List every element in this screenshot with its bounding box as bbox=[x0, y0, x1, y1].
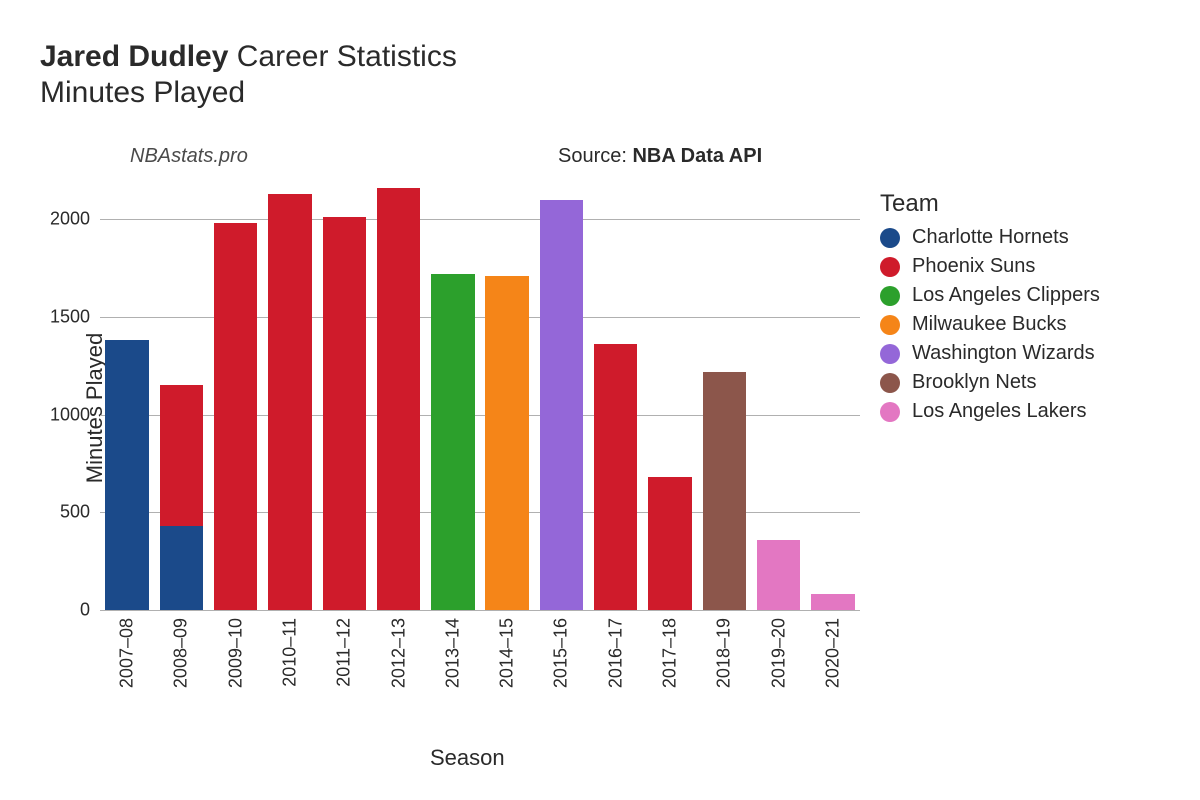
legend-item: Los Angeles Lakers bbox=[880, 400, 1100, 423]
legend-item: Charlotte Hornets bbox=[880, 226, 1100, 249]
bar: 2017–18 bbox=[648, 180, 691, 610]
x-tick-label: 2007–08 bbox=[117, 618, 138, 688]
bar: 2013–14 bbox=[431, 180, 474, 610]
source-name: NBA Data API bbox=[632, 145, 762, 167]
title-line-1: Jared Dudley Career Statistics bbox=[40, 40, 457, 74]
x-tick-label: 2014–15 bbox=[497, 618, 518, 688]
legend-label: Brooklyn Nets bbox=[912, 371, 1037, 394]
y-tick-label: 1500 bbox=[50, 306, 100, 327]
legend-swatch bbox=[880, 402, 900, 422]
credit-text: NBAstats.pro bbox=[130, 145, 248, 168]
x-tick-label: 2017–18 bbox=[659, 618, 680, 688]
bar-segment bbox=[757, 540, 800, 610]
bar: 2015–16 bbox=[540, 180, 583, 610]
x-tick-label: 2010–11 bbox=[279, 618, 300, 687]
bar-segment bbox=[540, 200, 583, 610]
bar-segment bbox=[160, 526, 203, 610]
x-tick-label: 2019–20 bbox=[768, 618, 789, 688]
legend-label: Charlotte Hornets bbox=[912, 226, 1069, 249]
bar-segment bbox=[268, 194, 311, 610]
x-tick-label: 2009–10 bbox=[225, 618, 246, 688]
legend-item: Phoenix Suns bbox=[880, 255, 1100, 278]
x-tick-label: 2011–12 bbox=[334, 618, 355, 687]
bar: 2009–10 bbox=[214, 180, 257, 610]
bar: 2011–12 bbox=[323, 180, 366, 610]
legend-item: Milwaukee Bucks bbox=[880, 313, 1100, 336]
bar: 2012–13 bbox=[377, 180, 420, 610]
bar-segment bbox=[105, 340, 148, 610]
bar: 2010–11 bbox=[268, 180, 311, 610]
bar-segment bbox=[594, 344, 637, 610]
x-axis-label: Season bbox=[430, 745, 505, 771]
x-tick-label: 2018–19 bbox=[714, 618, 735, 688]
title-suffix: Career Statistics bbox=[228, 40, 456, 73]
legend-swatch bbox=[880, 344, 900, 364]
legend-swatch bbox=[880, 228, 900, 248]
legend-swatch bbox=[880, 257, 900, 277]
bar: 2008–09 bbox=[160, 180, 203, 610]
bar-segment bbox=[431, 274, 474, 610]
bar-segment bbox=[323, 217, 366, 610]
legend-item: Washington Wizards bbox=[880, 342, 1100, 365]
x-tick-label: 2012–13 bbox=[388, 618, 409, 688]
y-tick-label: 1000 bbox=[50, 404, 100, 425]
chart-title: Jared Dudley Career Statistics Minutes P… bbox=[40, 40, 457, 110]
legend-item: Los Angeles Clippers bbox=[880, 284, 1100, 307]
legend-swatch bbox=[880, 286, 900, 306]
title-line-2: Minutes Played bbox=[40, 76, 457, 110]
bar: 2014–15 bbox=[485, 180, 528, 610]
bar-segment bbox=[160, 385, 203, 526]
y-tick-label: 0 bbox=[80, 600, 100, 621]
source-text: Source: NBA Data API bbox=[558, 145, 762, 168]
x-tick-label: 2016–17 bbox=[605, 618, 626, 688]
bar: 2018–19 bbox=[703, 180, 746, 610]
x-tick-label: 2013–14 bbox=[442, 618, 463, 688]
x-tick-label: 2020–21 bbox=[822, 618, 843, 688]
x-tick-label: 2008–09 bbox=[171, 618, 192, 688]
source-prefix: Source: bbox=[558, 145, 632, 167]
bar: 2016–17 bbox=[594, 180, 637, 610]
bar: 2019–20 bbox=[757, 180, 800, 610]
bar-segment bbox=[377, 188, 420, 610]
legend-item: Brooklyn Nets bbox=[880, 371, 1100, 394]
y-tick-label: 500 bbox=[60, 502, 100, 523]
legend-swatch bbox=[880, 373, 900, 393]
legend-swatch bbox=[880, 315, 900, 335]
legend-label: Washington Wizards bbox=[912, 342, 1095, 365]
legend-label: Los Angeles Lakers bbox=[912, 400, 1087, 423]
gridline bbox=[100, 610, 860, 611]
legend-title: Team bbox=[880, 190, 1100, 218]
bar-segment bbox=[703, 372, 746, 610]
x-tick-label: 2015–16 bbox=[551, 618, 572, 688]
bar-segment bbox=[485, 276, 528, 610]
bar: 2007–08 bbox=[105, 180, 148, 610]
legend-label: Phoenix Suns bbox=[912, 255, 1035, 278]
plot-area: 05001000150020002007–082008–092009–10201… bbox=[100, 180, 860, 610]
bar: 2020–21 bbox=[811, 180, 854, 610]
legend: Team Charlotte Hornets Phoenix Suns Los An… bbox=[880, 190, 1100, 429]
legend-label: Milwaukee Bucks bbox=[912, 313, 1067, 336]
legend-label: Los Angeles Clippers bbox=[912, 284, 1100, 307]
bar-segment bbox=[648, 477, 691, 610]
bar-segment bbox=[214, 223, 257, 610]
y-tick-label: 2000 bbox=[50, 209, 100, 230]
bar-segment bbox=[811, 594, 854, 610]
title-player-name: Jared Dudley bbox=[40, 40, 228, 73]
